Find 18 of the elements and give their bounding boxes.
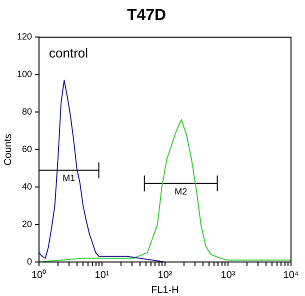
y-tick-label: 60 (22, 144, 32, 154)
y-tick-label: 0 (27, 256, 32, 266)
x-tick-label: 10² (158, 270, 173, 281)
series-label: M1 (62, 173, 76, 184)
x-axis-title: FL1-H (151, 284, 179, 296)
y-tick-label: 100 (16, 69, 32, 80)
x-tick-label: 10⁴ (283, 270, 299, 281)
y-tick-label: 20 (22, 219, 32, 230)
x-tick-label: 10⁰ (31, 268, 47, 281)
y-axis-title: Counts (2, 134, 14, 166)
annotation: control (49, 45, 88, 60)
y-tick-label: 120 (16, 32, 32, 42)
series-label: M2 (174, 186, 188, 196)
x-tick-label: 10¹ (94, 270, 110, 281)
y-tick-label: 80 (22, 106, 32, 117)
y-tick-label: 40 (22, 182, 32, 192)
chart-title: T47D (126, 7, 166, 24)
x-tick-label: 10³ (220, 270, 236, 281)
